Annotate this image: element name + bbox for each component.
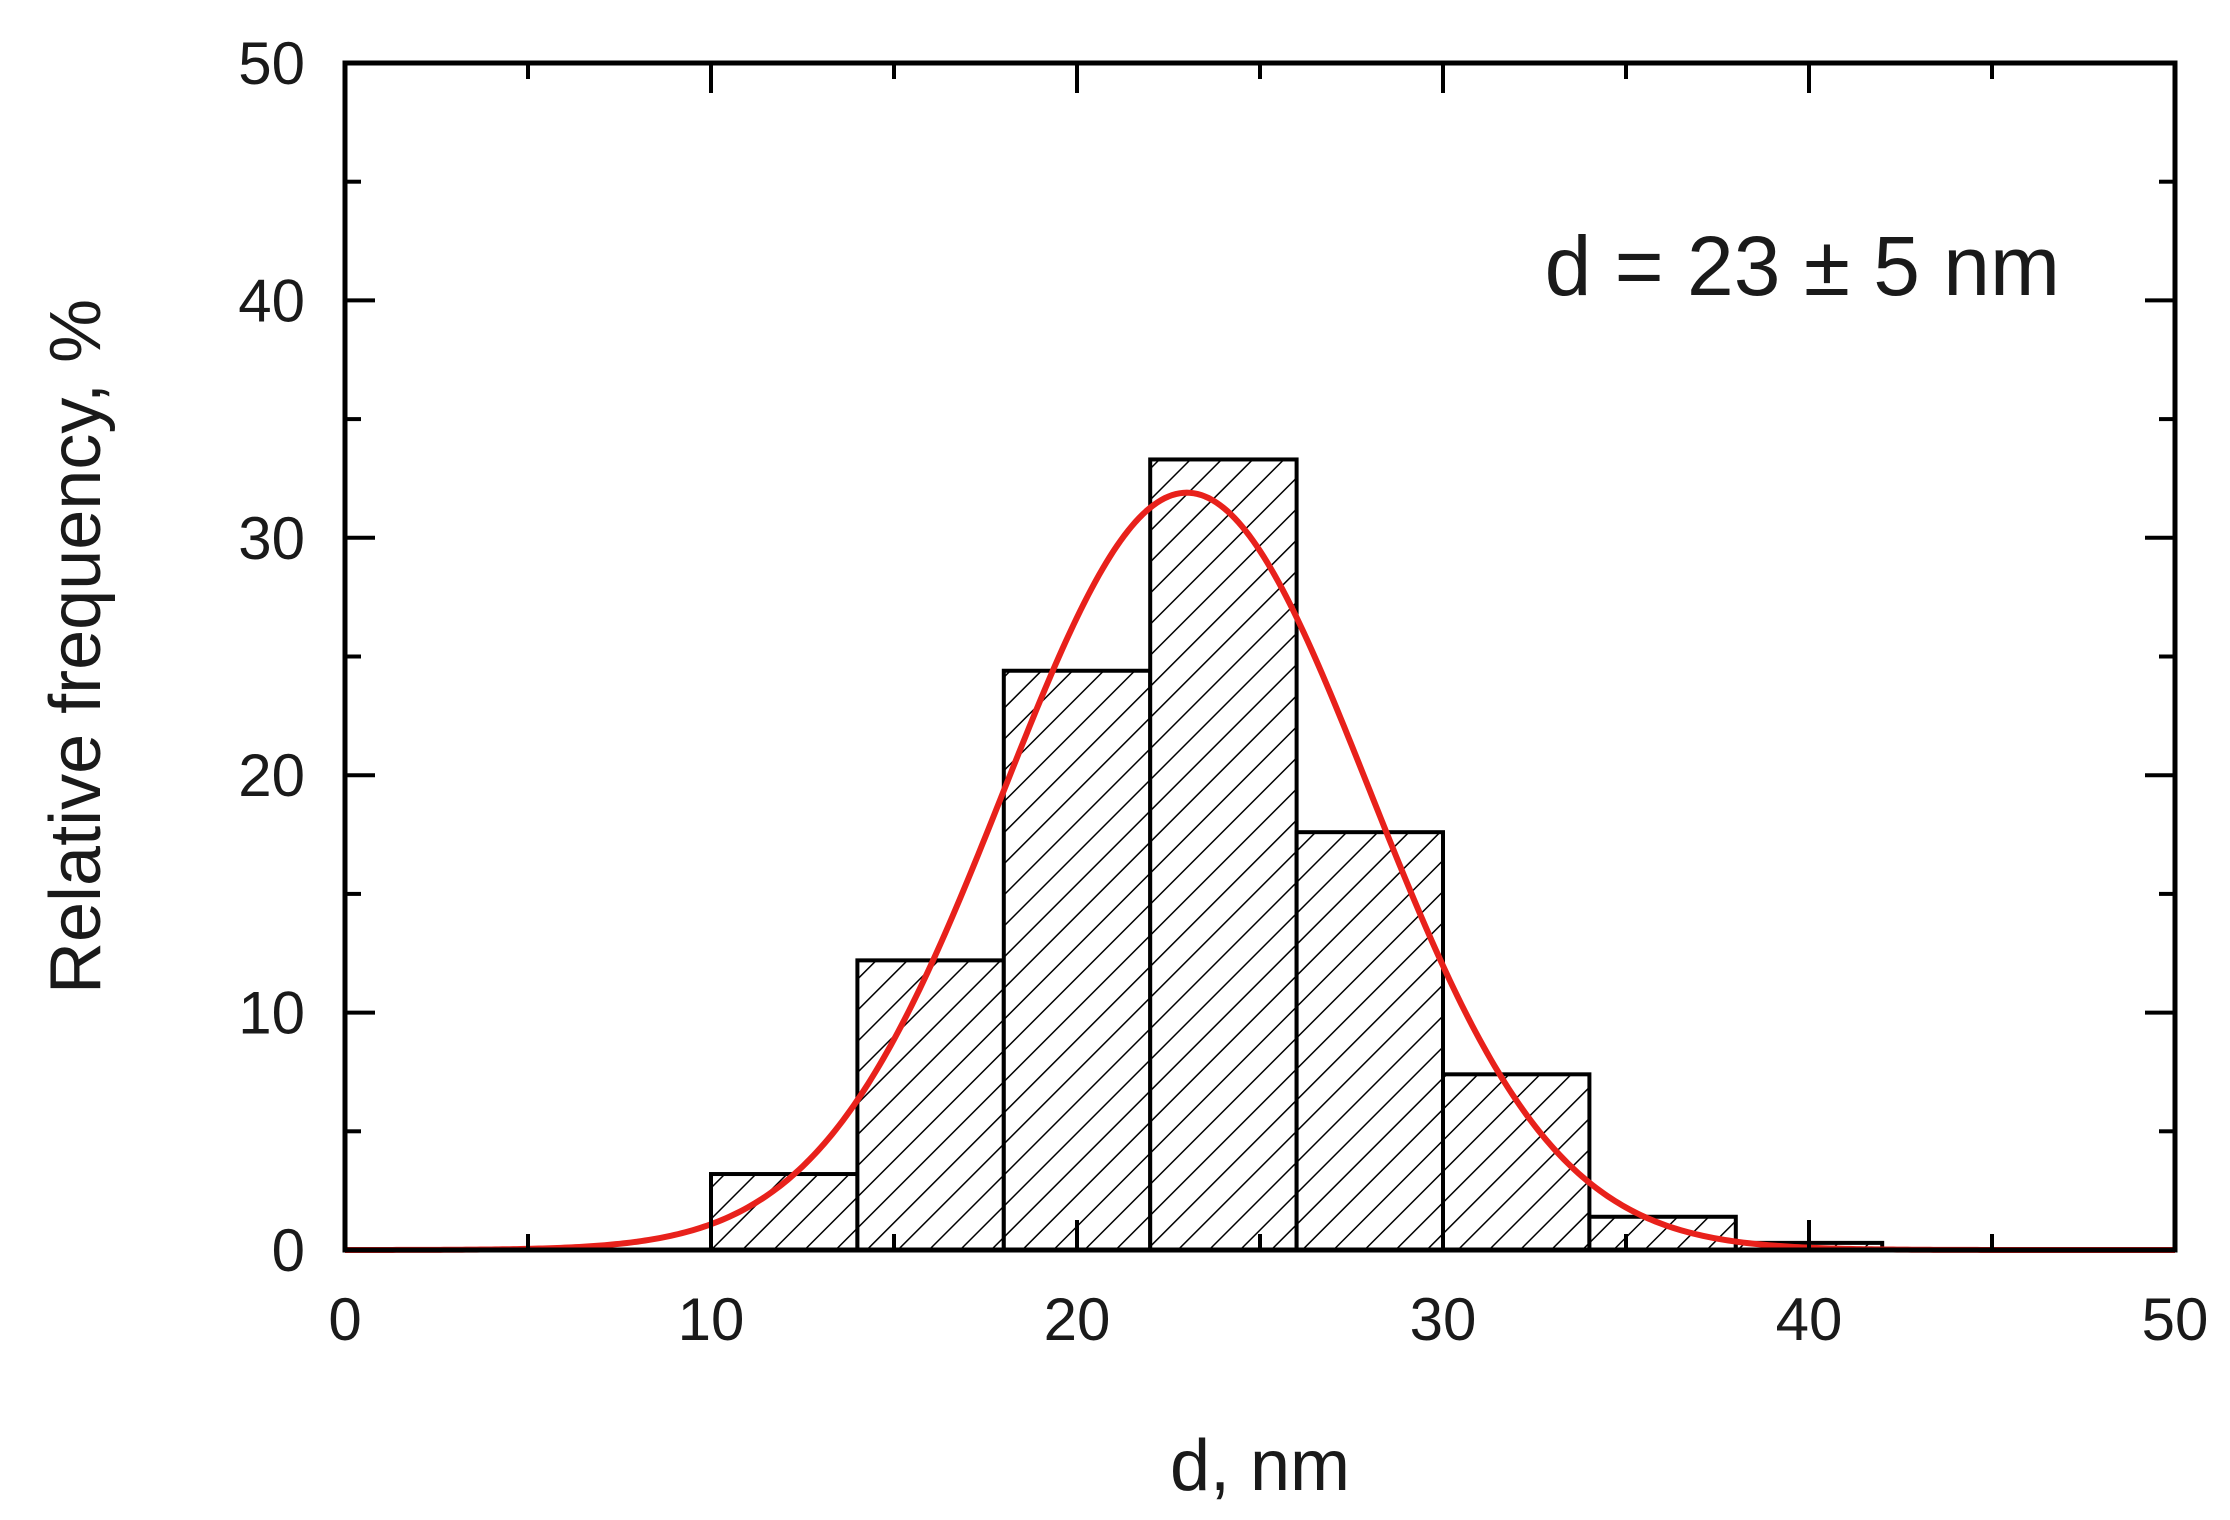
x-axis-title: d, nm	[1170, 1426, 1350, 1506]
mean-size-annotation: d = 23 ± 5 nm	[1545, 219, 2060, 313]
y-tick-label: 30	[238, 505, 305, 572]
histogram-bar-7	[1587, 1214, 1738, 1253]
y-tick-label: 20	[238, 742, 305, 809]
histogram-bar-5	[1294, 830, 1445, 1253]
y-axis-title: Relative frequency, %	[36, 299, 116, 994]
x-tick-label: 0	[328, 1286, 361, 1353]
y-tick-label: 40	[238, 267, 305, 334]
y-tick-labels: 0 10 20 30 40 50	[238, 30, 305, 1284]
histogram-bar-4	[1148, 457, 1299, 1252]
y-tick-label: 10	[238, 980, 305, 1047]
x-tick-label: 30	[1410, 1286, 1477, 1353]
y-tick-label: 0	[272, 1217, 305, 1284]
y-tick-label: 50	[238, 30, 305, 97]
histogram-bars	[709, 457, 1885, 1253]
x-tick-label: 50	[2142, 1286, 2209, 1353]
x-tick-label: 20	[1044, 1286, 1111, 1353]
x-tick-label: 10	[678, 1286, 745, 1353]
histogram-bar-2	[855, 958, 1006, 1252]
plot-frame	[342, 60, 2178, 1253]
x-tick-labels: 0 10 20 30 40 50	[328, 1286, 2208, 1353]
histogram-bar-3	[1001, 668, 1153, 1252]
x-tick-label: 40	[1776, 1286, 1843, 1353]
